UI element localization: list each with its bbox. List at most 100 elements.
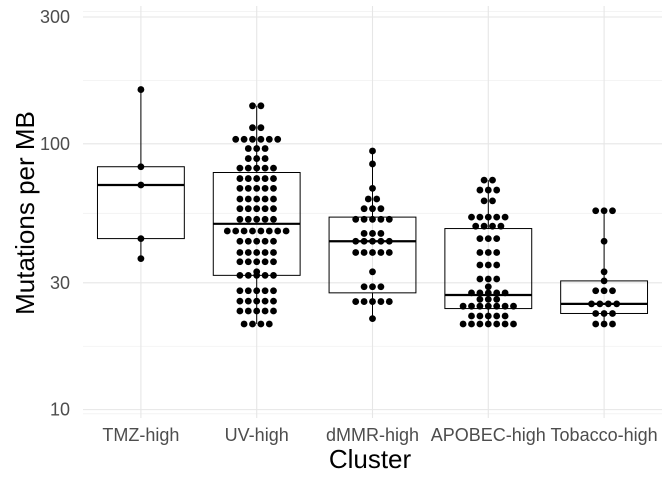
data-point bbox=[274, 135, 282, 143]
data-point bbox=[493, 320, 501, 328]
data-point bbox=[484, 261, 492, 269]
data-point bbox=[261, 307, 269, 315]
data-point bbox=[501, 312, 509, 320]
data-point bbox=[510, 320, 517, 328]
data-point bbox=[501, 289, 509, 297]
data-point bbox=[270, 175, 277, 182]
data-point bbox=[476, 275, 484, 283]
data-point bbox=[270, 287, 277, 295]
data-point bbox=[484, 289, 492, 297]
data-point bbox=[270, 195, 277, 203]
data-point bbox=[480, 197, 488, 205]
data-point bbox=[236, 184, 244, 192]
data-point bbox=[484, 213, 492, 221]
data-point bbox=[360, 283, 368, 291]
data-point bbox=[484, 302, 492, 310]
data-point bbox=[377, 298, 385, 305]
data-point bbox=[244, 249, 252, 256]
data-point bbox=[501, 213, 509, 221]
data-point bbox=[253, 184, 261, 192]
data-point bbox=[360, 230, 368, 237]
data-point bbox=[493, 289, 501, 297]
data-point bbox=[364, 195, 372, 203]
data-point bbox=[261, 205, 269, 213]
y-tick-label: 30 bbox=[50, 273, 70, 293]
data-point bbox=[249, 320, 256, 328]
data-point bbox=[137, 255, 145, 262]
data-point bbox=[484, 320, 492, 328]
data-point bbox=[459, 320, 467, 328]
data-point bbox=[476, 186, 484, 194]
data-point bbox=[360, 237, 368, 245]
data-point bbox=[261, 164, 269, 172]
x-tick-labels: TMZ-high UV-high dMMR-high APOBEC-high Tobac… bbox=[102, 425, 657, 445]
data-point bbox=[261, 287, 269, 295]
data-point bbox=[377, 249, 385, 256]
data-point bbox=[265, 320, 273, 328]
data-point bbox=[265, 135, 273, 143]
data-point bbox=[240, 320, 248, 328]
data-point bbox=[137, 86, 145, 93]
data-point bbox=[369, 215, 376, 223]
data-point bbox=[493, 302, 501, 310]
data-point bbox=[360, 215, 368, 223]
data-point bbox=[493, 275, 501, 283]
data-point bbox=[236, 175, 244, 182]
data-point bbox=[249, 135, 256, 143]
data-point bbox=[352, 298, 360, 305]
data-point bbox=[369, 268, 376, 276]
data-point bbox=[244, 258, 252, 266]
data-point bbox=[244, 175, 252, 182]
data-point bbox=[270, 249, 277, 256]
data-point bbox=[484, 295, 492, 303]
x-tick-label: dMMR-high bbox=[326, 425, 419, 445]
data-point bbox=[484, 312, 492, 320]
data-point bbox=[493, 213, 501, 221]
data-point bbox=[253, 307, 261, 315]
data-point bbox=[480, 222, 488, 230]
data-point bbox=[476, 295, 484, 303]
data-point bbox=[253, 164, 261, 172]
data-point bbox=[476, 213, 484, 221]
x-tick-label: TMZ-high bbox=[102, 425, 179, 445]
data-point bbox=[236, 215, 244, 223]
data-point bbox=[484, 249, 492, 256]
data-point bbox=[257, 135, 265, 143]
data-point bbox=[236, 249, 244, 256]
data-point bbox=[592, 287, 600, 295]
data-point bbox=[282, 227, 290, 235]
data-point bbox=[257, 320, 265, 328]
data-point bbox=[493, 249, 501, 256]
data-point bbox=[137, 181, 145, 189]
data-point bbox=[377, 283, 385, 291]
y-tick-label: 300 bbox=[40, 7, 70, 27]
y-tick-label: 100 bbox=[40, 134, 70, 154]
data-point bbox=[244, 287, 252, 295]
data-point bbox=[497, 222, 505, 230]
data-point bbox=[385, 215, 393, 223]
data-point bbox=[232, 227, 240, 235]
data-point bbox=[244, 164, 252, 172]
data-point bbox=[270, 297, 277, 305]
data-point bbox=[244, 237, 252, 245]
data-point bbox=[369, 283, 376, 291]
data-point bbox=[270, 164, 277, 172]
data-point bbox=[249, 227, 256, 235]
data-point bbox=[265, 227, 273, 235]
data-point bbox=[369, 160, 376, 168]
data-point bbox=[261, 258, 269, 266]
data-point bbox=[274, 227, 282, 235]
y-axis-title: Mutations per MB bbox=[10, 111, 40, 315]
data-point bbox=[261, 145, 269, 152]
data-point bbox=[352, 237, 360, 245]
data-point bbox=[596, 300, 604, 308]
data-point bbox=[270, 237, 277, 245]
x-tick-label: Tobacco-high bbox=[551, 425, 658, 445]
data-point bbox=[244, 195, 252, 203]
data-point bbox=[377, 237, 385, 245]
data-point bbox=[600, 320, 608, 328]
data-point bbox=[270, 215, 277, 223]
data-point bbox=[493, 186, 501, 194]
